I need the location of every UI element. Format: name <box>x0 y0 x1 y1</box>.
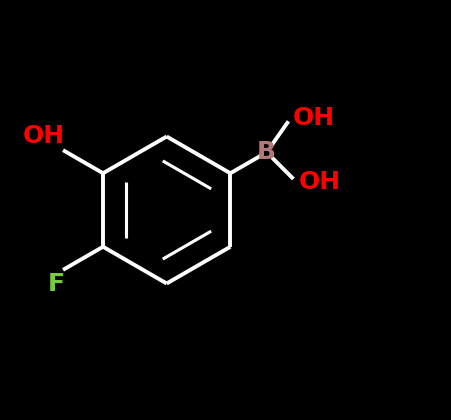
Text: F: F <box>47 272 64 296</box>
Text: OH: OH <box>293 106 335 130</box>
Text: OH: OH <box>299 170 341 194</box>
Text: B: B <box>257 140 276 164</box>
Text: OH: OH <box>23 124 64 148</box>
